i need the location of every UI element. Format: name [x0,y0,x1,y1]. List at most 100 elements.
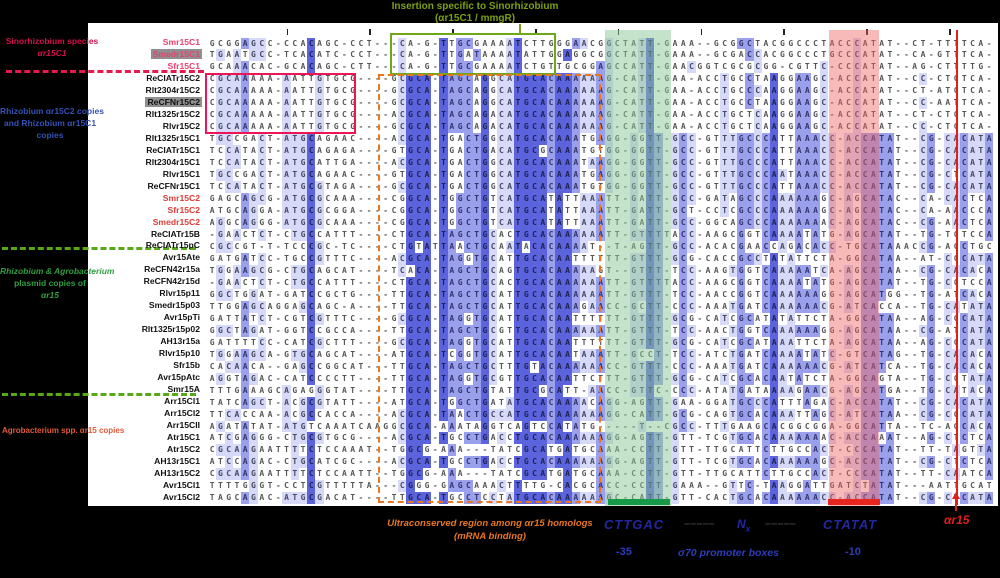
nt-cell: - [937,493,942,503]
nt-cell: A [755,457,761,467]
nt-cell: G [737,169,746,182]
nt-cell: G [846,313,851,323]
nt-cell: A [538,312,547,325]
nt-cell: - [928,110,934,120]
nt-cell: G [614,409,620,419]
nt-cell: - [366,98,372,108]
nt-cell: - [664,253,670,263]
nt-cell: T [606,218,612,228]
nt-cell: A [579,205,589,218]
nt-cell: G [722,481,728,491]
nt-cell: C [918,157,928,170]
nt-cell: A [563,408,572,421]
nt-cell: A [984,312,994,325]
nt-cell: G [522,97,531,110]
nt-cell: A [259,98,265,108]
nt-cell: A [422,456,432,469]
nt-cell: A [241,432,250,445]
nt-cell: G [480,229,490,241]
nt-cell: C [507,277,513,287]
nt-cell: C [852,432,861,445]
nt-cell: - [697,241,703,251]
green-dashed-separator-1 [2,247,196,250]
nt-cell: A [317,62,322,72]
nt-cell: T [317,469,322,479]
nt-cell: A [251,182,256,192]
nt-cell: T [976,396,985,409]
nt-cell: G [298,181,308,194]
nt-cell: T [623,50,628,60]
nt-cell: A [984,288,994,301]
nt-cell: - [937,277,942,287]
nt-cell: T [472,312,481,325]
nt-cell: A [984,252,994,265]
nt-cell: T [513,276,523,289]
nt-cell: C [449,349,455,359]
nt-cell: A [794,109,804,122]
nt-cell: G [455,312,465,325]
nt-cell: G [267,385,273,395]
nt-cell: A [984,432,994,445]
nt-cell: A [968,324,977,337]
nt-cell: T [581,134,587,144]
nt-cell: - [275,98,281,108]
nt-cell: T [267,158,273,168]
nt-cell: A [778,360,787,373]
nt-cell: G [480,300,490,313]
nt-cell: C [333,469,339,479]
nt-cell: A [705,230,711,239]
sequence-name: Arr15CII [166,420,200,430]
nt-cell: A [300,38,306,48]
nt-cell: A [366,481,372,491]
nt-cell: A [713,230,719,239]
nt-cell: - [383,277,389,287]
nt-cell: A [794,492,804,505]
nt-cell: T [746,469,752,479]
nt-cell: T [887,86,893,96]
nt-cell: A [770,73,779,86]
nt-cell: A [555,432,564,445]
nt-cell: C [960,360,969,373]
nt-cell: A [803,85,812,98]
nt-cell: T [813,481,818,491]
nt-cell: - [358,182,364,192]
nt-cell: T [804,277,810,287]
nt-cell: G [249,300,258,313]
nt-cell: C [860,492,870,505]
nt-cell: A [571,420,580,433]
nt-cell: G [333,110,339,120]
nt-cell: A [341,493,347,503]
nt-cell: A [588,157,597,170]
nt-cell: A [474,86,480,96]
nt-cell: A [631,241,637,251]
nt-cell: C [918,217,928,229]
nt-cell: - [623,313,628,323]
nt-cell: T [267,481,273,491]
nt-cell: C [687,324,696,337]
nt-cell: G [829,361,835,371]
nt-cell: T [439,396,448,409]
nt-cell: T [209,146,215,156]
nt-cell: T [877,444,886,457]
nt-cell: C [546,264,556,277]
nt-cell: - [275,62,281,72]
nt-cell: - [837,349,843,359]
nt-cell: C [333,301,339,311]
nt-cell: C [679,133,688,146]
nt-cell: G [209,313,215,323]
nt-cell: T [920,277,926,287]
nt-cell: A [422,121,432,134]
nt-cell: A [499,241,504,251]
nt-cell: C [464,456,473,469]
nt-cell: - [664,182,670,192]
nt-cell: C [497,480,506,493]
nt-cell: A [251,134,256,144]
nt-cell: T [513,336,523,349]
nt-cell: G [350,122,356,132]
nt-cell: C [687,217,696,229]
nt-cell: - [358,170,364,180]
nt-cell: G [455,73,465,86]
nt-cell: - [416,50,422,60]
